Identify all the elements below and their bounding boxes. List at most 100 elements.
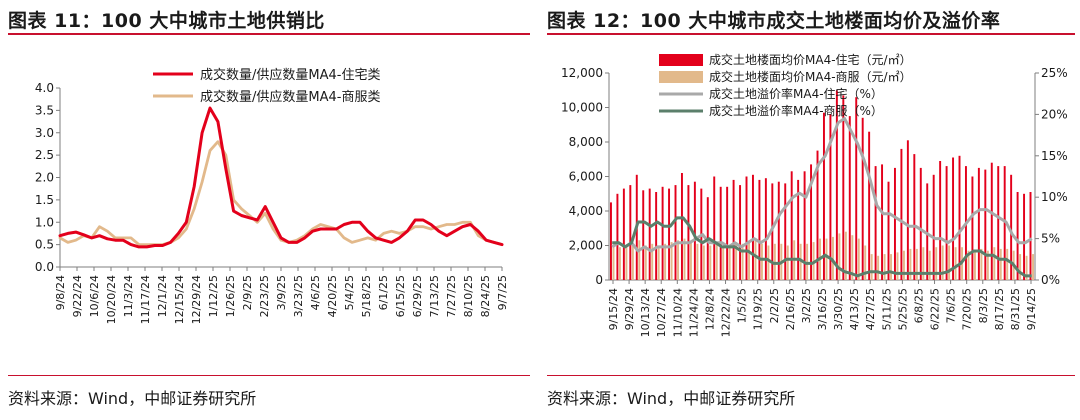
bar-commercial-price — [896, 252, 899, 280]
bar-residential-price — [616, 193, 619, 281]
bar-commercial-price — [948, 245, 951, 280]
bar-residential-price — [797, 179, 800, 280]
y2-tick-label: 5% — [1041, 232, 1060, 246]
line-residential-premium — [611, 117, 1033, 253]
x-tick-label: 6/22/25 — [929, 288, 942, 330]
bar-residential-price — [816, 150, 819, 280]
title-rule — [547, 33, 1075, 35]
panel-left: 图表 11：100 大中城市土地供销比 0.0 0.5 1.0 1.5 2.0 2.5 3.… — [8, 0, 538, 420]
bar-residential-price — [855, 97, 858, 280]
x-tick-label: 2/9/25 — [241, 275, 254, 310]
bar-residential-price — [952, 157, 955, 280]
bar-residential-price — [958, 155, 961, 280]
y2-tick-label: 10% — [1041, 190, 1068, 204]
x-tick-label: 8/24/25 — [479, 275, 492, 317]
y-tick-label: 3.5 — [35, 103, 54, 117]
bar-commercial-price — [870, 254, 873, 280]
bar-commercial-price — [696, 243, 699, 280]
legend-label: 成交土地楼面均价MA4-商服（元/㎡） — [709, 69, 912, 84]
x-tick-label: 9/15/24 — [607, 288, 620, 330]
y-tick-label: 0.0 — [35, 260, 54, 274]
bar-residential-price — [835, 90, 838, 281]
x-tick-label: 7/20/25 — [961, 288, 974, 330]
x-tick-label: 1/26/25 — [224, 275, 237, 317]
bar-residential-price — [919, 167, 922, 280]
x-tick-label: 12/15/24 — [173, 275, 186, 324]
x-tick-label: 11/10/24 — [671, 288, 684, 337]
x-tick-label: 12/22/24 — [720, 288, 733, 337]
bar-commercial-price — [670, 242, 673, 280]
bar-commercial-price — [722, 245, 725, 280]
bar-residential-price — [926, 183, 929, 280]
x-tick-label: 4/6/25 — [309, 275, 322, 310]
x-tick-label: 4/27/25 — [864, 288, 877, 330]
x-tick-label: 10/20/24 — [105, 275, 118, 324]
y-tick-label: 1.0 — [35, 215, 54, 229]
bar-commercial-price — [638, 240, 641, 280]
bar-residential-price — [609, 202, 612, 280]
title-rule — [8, 33, 530, 35]
chart-left: 0.0 0.5 1.0 1.5 2.0 2.5 3.0 3.5 4.0 9/8/24 9/22/24… — [35, 67, 509, 324]
x-tick-label: 1/12/25 — [207, 275, 220, 317]
bar-residential-price — [739, 185, 742, 280]
x-tick-label: 3/30/25 — [832, 288, 845, 330]
bar-residential-price — [777, 181, 780, 280]
bar-commercial-price — [618, 247, 621, 280]
bar-commercial-price — [902, 250, 905, 280]
x-tick-label: 5/18/25 — [360, 275, 373, 317]
x-tick-label: 12/8/24 — [703, 288, 716, 330]
line-commercial-premium — [612, 216, 1032, 278]
bar-residential-price — [842, 95, 845, 281]
bar-commercial-price — [954, 247, 957, 280]
bar-residential-price — [810, 164, 813, 280]
bar-commercial-price — [909, 248, 912, 280]
x-tick-label: 5/25/25 — [896, 288, 909, 330]
bar-commercial-price — [760, 243, 763, 280]
bar-commercial-price — [825, 238, 828, 280]
bar-residential-price — [713, 176, 716, 280]
source-rule — [547, 375, 1075, 376]
bar-residential-price — [680, 173, 683, 280]
x-tick-label: 12/29/24 — [190, 275, 203, 324]
bar-residential-price — [868, 131, 871, 280]
bar-commercial-price — [844, 231, 847, 280]
legend-label: 成交数量/供应数量MA4-住宅类 — [200, 67, 380, 83]
bar-residential-price — [803, 171, 806, 280]
x-tick-label: 2/2/25 — [768, 288, 781, 323]
y-tick-label: 4.0 — [35, 81, 54, 95]
bar-residential-price — [900, 148, 903, 280]
source-note: 资料来源：Wind，中邮证券研究所 — [8, 389, 257, 408]
bar-residential-price — [822, 112, 825, 280]
bar-commercial-price — [715, 242, 718, 280]
y2-tick-label: 15% — [1041, 149, 1068, 163]
x-tick-label: 11/24/24 — [687, 288, 700, 337]
series-line-residential — [58, 106, 504, 249]
y-tick-label: 4,000 — [569, 204, 603, 218]
bar-commercial-price — [1032, 254, 1035, 280]
bar-commercial-price — [831, 236, 834, 280]
bar-commercial-price — [890, 254, 893, 280]
bar-commercial-price — [612, 245, 615, 280]
bar-commercial-price — [973, 252, 976, 280]
bar-residential-price — [1029, 192, 1032, 280]
bar-commercial-price — [967, 250, 970, 280]
source-note: 资料来源：Wind，中邮证券研究所 — [547, 389, 796, 408]
y-tick-label: 8,000 — [569, 135, 603, 149]
x-tick-label: 3/16/25 — [816, 288, 829, 330]
x-tick-label: 5/11/25 — [880, 288, 893, 330]
legend-label: 成交数量/供应数量MA4-商服类 — [200, 89, 380, 105]
bar-residential-price — [848, 116, 851, 280]
y2-tick-label: 20% — [1041, 107, 1068, 121]
panel-title: 图表 11：100 大中城市土地供销比 — [8, 10, 325, 32]
y-tick-label: 2.5 — [35, 148, 54, 162]
y2-tick-label: 25% — [1041, 66, 1068, 80]
bar-commercial-price — [877, 255, 880, 280]
bar-commercial-price — [986, 250, 989, 280]
bar-commercial-price — [677, 240, 680, 280]
bar-residential-price — [874, 166, 877, 280]
bar-residential-price — [687, 185, 690, 280]
x-tick-label: 3/2/25 — [800, 288, 813, 323]
bar-residential-price — [939, 161, 942, 280]
y-tick-label: 0 — [595, 273, 603, 287]
bar-residential-price — [745, 176, 748, 280]
